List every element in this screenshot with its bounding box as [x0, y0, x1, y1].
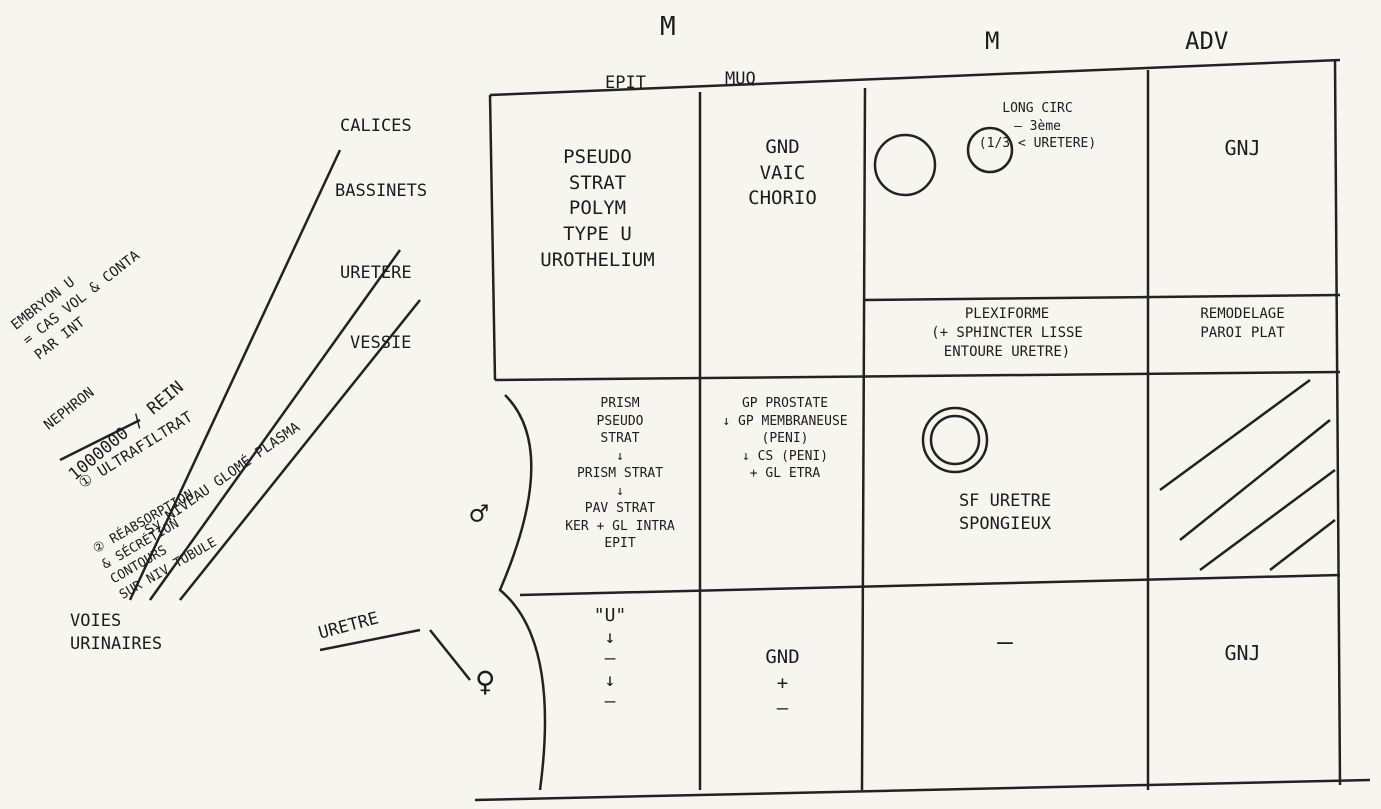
group-header: M: [660, 12, 676, 42]
column-header: ADV: [1185, 27, 1229, 55]
row-label: VESSIE: [350, 333, 412, 353]
cell: PRISM PSEUDO STRAT ↓ PRISM STRAT ↓ PAV S…: [565, 396, 675, 552]
row-label: CALICES: [340, 116, 412, 136]
cell: PSEUDO STRAT POLYM TYPE U UROTHELIUM: [540, 146, 655, 271]
column-header: MUQ: [725, 69, 756, 89]
cell: REMODELAGE PAROI PLAT: [1200, 306, 1285, 341]
column-header: M: [985, 27, 1000, 55]
cell: GND VAIC CHORIO: [748, 136, 817, 210]
row-label: ♂: [470, 497, 489, 532]
column-header: EPIT: [605, 73, 646, 93]
cell: SF URETRE SPONGIEUX: [958, 491, 1052, 534]
cell: —: [997, 627, 1013, 657]
cell: GND + —: [765, 646, 800, 720]
row-label: VOIES URINAIRES: [70, 611, 163, 654]
row-label: BASSINETS: [335, 181, 428, 201]
cell: LONG CIRC — 3ème (1/3 < URETERE): [978, 101, 1097, 152]
cell: GNJ: [1224, 641, 1261, 665]
cell: GNJ: [1224, 136, 1261, 160]
row-label: URETERE: [340, 263, 412, 283]
row-label: ♀: [475, 662, 496, 702]
cell: PLEXIFORME (+ SPHINCTER LISSE ENTOURE UR…: [931, 306, 1083, 360]
cell: "U" ↓ — ↓ —: [593, 605, 627, 713]
cell: GP PROSTATE ↓ GP MEMBRANEUSE (PENI) ↓ CS…: [722, 396, 848, 482]
